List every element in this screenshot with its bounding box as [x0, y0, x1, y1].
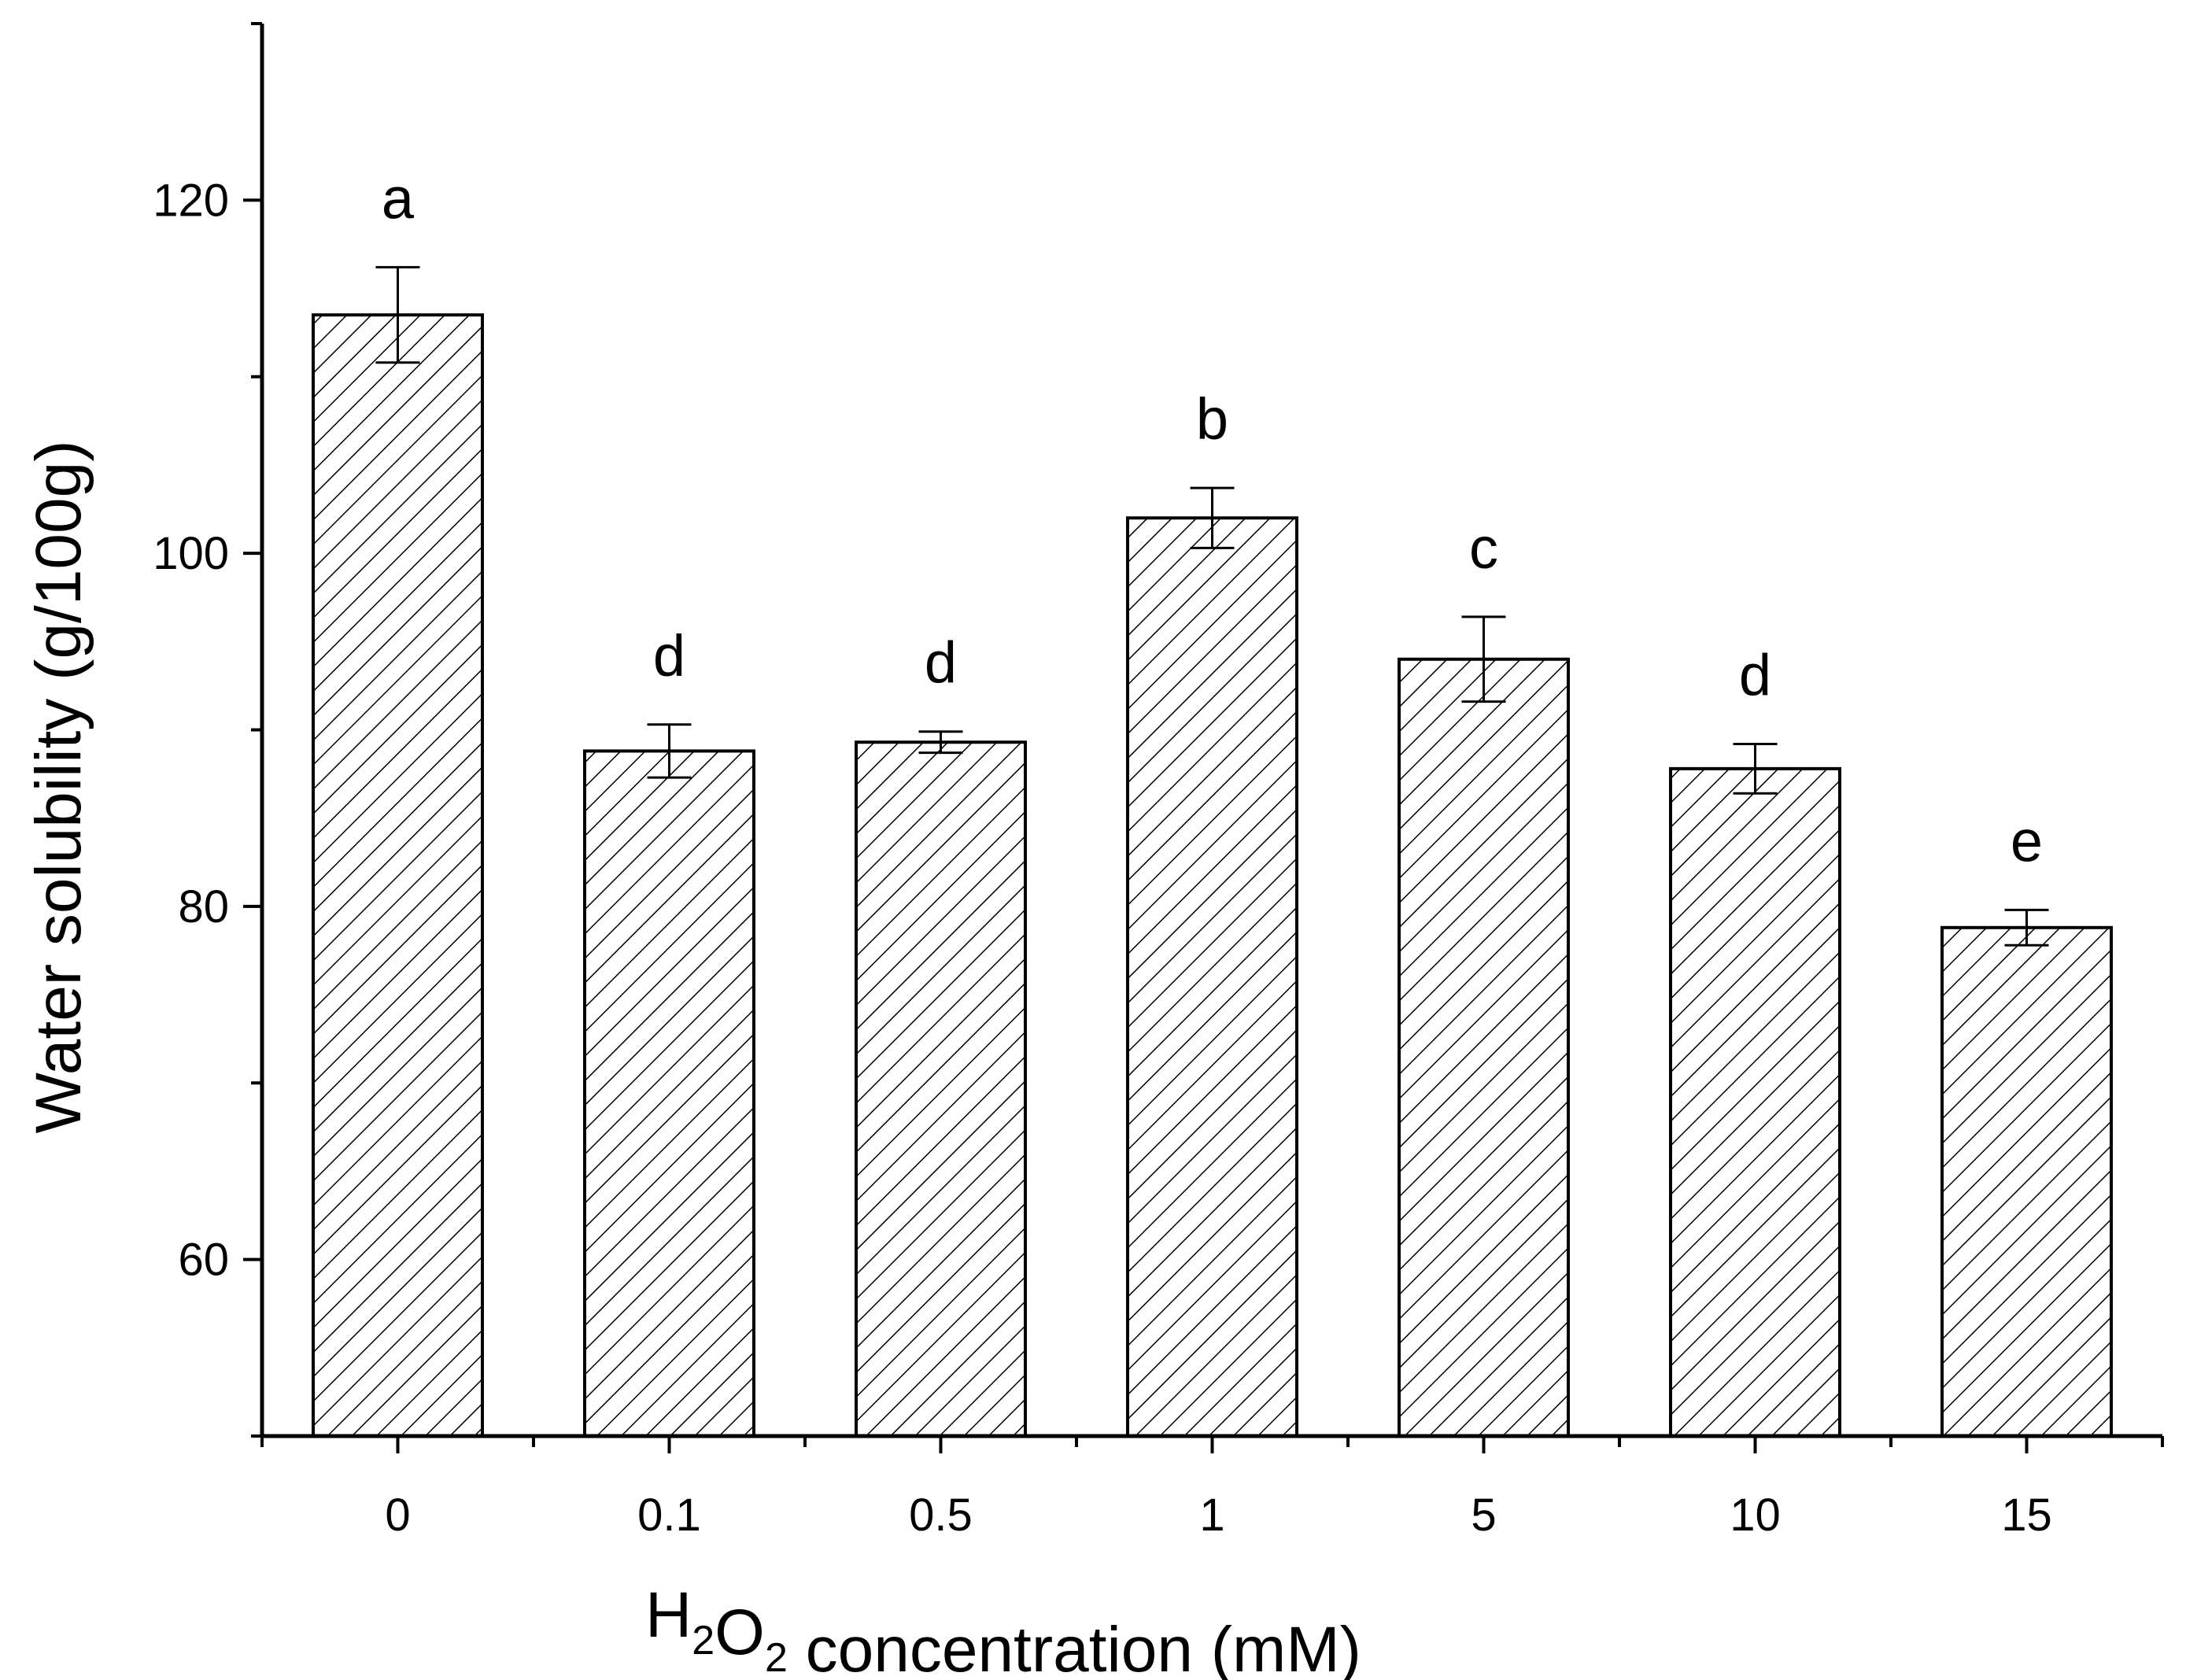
y-axis-title: Water solubility (g/100g) — [23, 440, 94, 1133]
significance-label-1: b — [1196, 386, 1228, 452]
significance-label-0.5: d — [925, 630, 957, 696]
error-bar-0.1 — [647, 723, 692, 779]
x-tick-label-1: 1 — [1199, 1490, 1224, 1541]
x-tick-label-0.1: 0.1 — [637, 1490, 701, 1541]
significance-label-10: d — [1739, 642, 1771, 707]
y-tick-label-100: 100 — [153, 528, 229, 579]
x-tick-label-10: 10 — [1730, 1490, 1781, 1541]
error-bar-0 — [375, 266, 420, 364]
error-bar-15 — [2004, 908, 2049, 947]
bar-5 — [1398, 657, 1570, 1438]
bar-10 — [1669, 766, 1841, 1438]
y-tick-label-60: 60 — [178, 1235, 229, 1286]
error-bar-10 — [1733, 742, 1778, 795]
significance-label-15: e — [2011, 808, 2043, 873]
x-axis-title: H2O2 concentration (mM) — [645, 1579, 1361, 1680]
bar-0.1 — [583, 749, 755, 1438]
significance-label-5: c — [1469, 515, 1498, 581]
bar-1 — [1126, 516, 1298, 1438]
error-bar-5 — [1461, 615, 1506, 703]
significance-label-0.1: d — [653, 623, 685, 689]
y-tick-label-120: 120 — [153, 175, 229, 226]
error-bar-0.5 — [918, 730, 963, 755]
y-tick-label-80: 80 — [178, 881, 229, 932]
significance-label-0: a — [382, 166, 415, 231]
error-bar-1 — [1190, 486, 1235, 549]
bar-0 — [312, 313, 484, 1438]
x-tick-label-5: 5 — [1471, 1490, 1496, 1541]
bar-15 — [1940, 925, 2113, 1438]
x-tick-label-15: 15 — [2001, 1490, 2052, 1541]
x-tick-label-0: 0 — [385, 1490, 410, 1541]
x-tick-label-0.5: 0.5 — [909, 1490, 973, 1541]
bar-0.5 — [855, 740, 1027, 1438]
